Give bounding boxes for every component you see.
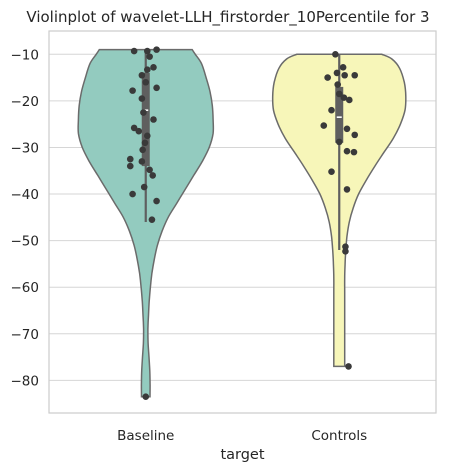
violin-baseline [77,48,215,398]
data-point [129,190,136,198]
data-point [334,81,342,88]
y-tick-label: −60 [11,280,40,296]
data-point [320,122,328,129]
y-tick-label: −80 [11,373,40,389]
data-point [126,155,134,163]
data-point [333,69,341,77]
y-tick-label: −30 [11,140,40,156]
data-point [342,243,349,250]
chart-title: Violinplot of wavelet-LLH_firstorder_10P… [26,8,429,27]
data-point [153,46,160,53]
data-point [328,106,335,114]
x-axis-label: target [220,447,264,463]
data-point [135,127,143,135]
data-point [126,162,134,170]
data-point [346,96,353,104]
data-point [146,53,153,60]
data-point [153,84,160,92]
data-point [343,186,351,193]
data-point [130,124,138,132]
data-point [150,116,157,123]
data-point [143,66,151,73]
data-point [335,138,343,146]
data-point [138,158,146,165]
data-point [340,94,348,101]
data-point [343,125,351,133]
data-point [146,166,153,174]
data-point [343,147,351,155]
data-point [142,78,150,86]
data-point [149,172,157,179]
data-point [345,363,352,370]
data-point [341,71,348,79]
data-point [129,87,136,94]
data-point [153,197,160,205]
data-point [142,393,150,400]
data-points [126,46,359,400]
data-point [351,71,359,79]
plot-frame [48,30,437,414]
iqr-box-controls [335,86,344,143]
data-point [139,146,146,154]
data-point [335,90,343,98]
y-tick-label: −40 [11,187,40,203]
x-tick-label: Controls [311,428,367,444]
data-point [143,132,151,140]
data-point [140,109,147,116]
data-point [351,131,359,139]
y-tick-label: −20 [11,94,40,110]
data-point [150,64,157,71]
iqr-box-baseline [141,72,150,167]
data-point [350,148,358,156]
data-point [138,71,146,79]
data-point [324,74,331,81]
data-point [342,248,349,255]
data-point [140,183,148,191]
y-tick-label: −10 [11,47,40,63]
x-tick-labels: Baseline Controls [117,428,367,444]
data-point [339,64,347,71]
data-point [143,47,151,55]
data-point [332,50,339,58]
y-tick-labels: −10 −20 −30 −40 −50 −60 −70 −80 [11,47,40,389]
data-point [328,168,335,175]
data-point [130,47,138,55]
data-point [148,216,156,223]
y-tick-label: −50 [11,234,40,250]
y-tick-label: −70 [11,327,40,343]
x-tick-label: Baseline [117,428,174,444]
data-point [141,139,149,147]
data-point [138,95,146,102]
violins [77,48,407,398]
